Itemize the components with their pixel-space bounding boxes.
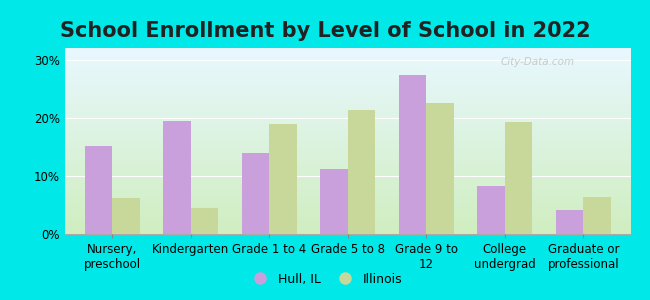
Bar xyxy=(320,169,348,234)
Bar xyxy=(269,124,296,234)
Bar xyxy=(584,197,611,234)
Bar xyxy=(556,210,584,234)
Bar xyxy=(84,146,112,234)
Bar xyxy=(505,122,532,234)
Bar xyxy=(112,198,140,234)
Bar xyxy=(426,103,454,234)
Legend: Hull, IL, Illinois: Hull, IL, Illinois xyxy=(242,268,408,291)
Bar xyxy=(242,153,269,234)
Bar xyxy=(348,110,375,234)
Bar xyxy=(163,121,190,234)
Bar xyxy=(190,208,218,234)
Text: City-Data.com: City-Data.com xyxy=(500,57,575,67)
Bar xyxy=(477,186,505,234)
Bar xyxy=(399,75,426,234)
Text: School Enrollment by Level of School in 2022: School Enrollment by Level of School in … xyxy=(60,21,590,41)
